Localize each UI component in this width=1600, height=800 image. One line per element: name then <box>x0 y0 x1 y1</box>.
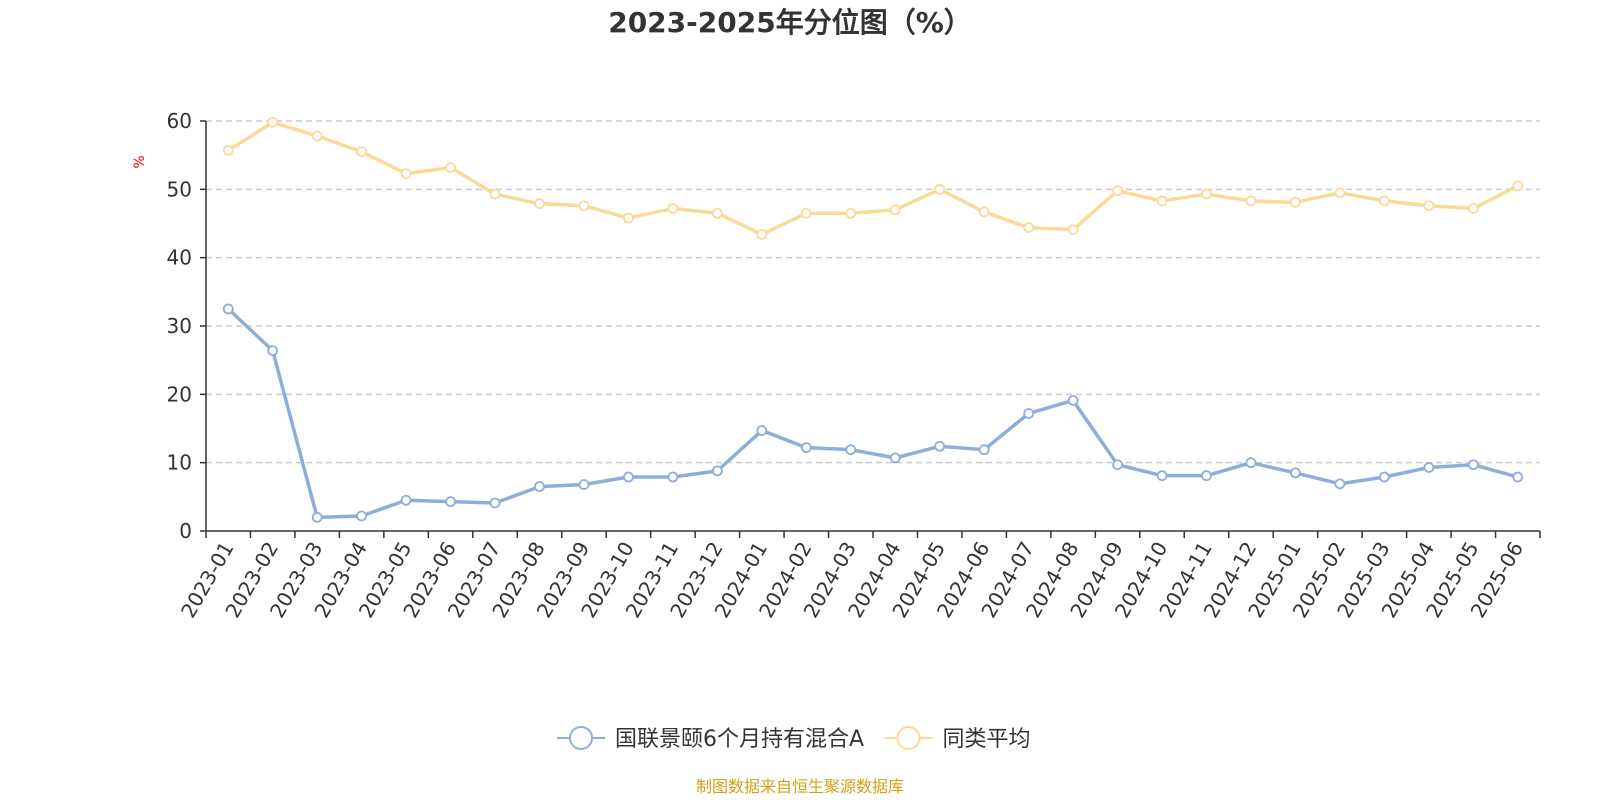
source-note: 制图数据来自恒生聚源数据库 <box>696 777 904 796</box>
data-point <box>845 207 857 219</box>
data-point <box>623 471 634 483</box>
data-point <box>667 203 679 214</box>
data-point <box>1290 196 1301 208</box>
data-point <box>534 198 545 210</box>
data-point <box>1112 459 1123 471</box>
data-point <box>1334 187 1346 199</box>
data-point <box>1067 224 1079 236</box>
data-point <box>578 200 590 212</box>
data-point <box>889 452 901 464</box>
data-point <box>1156 195 1168 207</box>
data-point <box>400 494 412 506</box>
data-point <box>1201 188 1212 200</box>
data-point <box>1112 185 1123 197</box>
data-point <box>711 207 723 219</box>
series-lines <box>222 116 1524 523</box>
data-point <box>934 440 946 452</box>
y-tick-label: 0 <box>179 519 192 543</box>
data-point <box>1290 467 1301 479</box>
data-point <box>356 510 368 522</box>
y-tick-label: 50 <box>167 177 192 201</box>
data-point <box>267 116 279 128</box>
data-point <box>445 496 456 508</box>
y-tick-label: 10 <box>167 451 192 475</box>
data-point <box>489 188 501 200</box>
series-line-0 <box>227 307 1519 520</box>
data-point <box>1378 471 1390 483</box>
data-point <box>1201 470 1212 482</box>
legend-item-0[interactable]: 国联景颐6个月持有混合A <box>557 726 864 752</box>
legend-label: 同类平均 <box>942 727 1030 752</box>
grid-lines <box>206 120 1540 464</box>
y-tick-label: 20 <box>167 382 192 406</box>
data-point <box>578 479 590 490</box>
data-point <box>311 511 323 523</box>
data-point <box>756 229 768 240</box>
data-point <box>978 206 990 218</box>
data-point <box>667 471 679 483</box>
data-point <box>311 130 323 142</box>
data-point <box>356 146 368 158</box>
data-point <box>267 345 279 357</box>
y-axis-label: % <box>132 155 148 168</box>
data-point <box>1467 459 1479 471</box>
data-point <box>1512 471 1524 483</box>
data-point <box>1423 200 1435 212</box>
chart-title: 2023-2025年分位图（%） <box>608 6 972 39</box>
axes: 01020304050602023-012023-022023-032023-0… <box>167 109 1541 622</box>
legend-item-1[interactable]: 同类平均 <box>884 726 1030 752</box>
data-point <box>711 465 723 477</box>
data-point <box>756 425 768 436</box>
data-point <box>1023 222 1035 234</box>
series-line-1 <box>227 120 1519 237</box>
data-point <box>222 144 234 156</box>
data-point <box>1156 470 1168 482</box>
data-point <box>1245 457 1257 469</box>
data-point <box>489 497 501 509</box>
legend-circle-icon <box>896 726 921 750</box>
data-point <box>1023 408 1035 419</box>
data-point <box>934 183 946 195</box>
data-point <box>534 481 545 492</box>
legend: 国联景颐6个月持有混合A 同类平均 <box>557 726 1030 752</box>
data-point <box>1245 195 1257 207</box>
data-point <box>445 162 456 173</box>
data-point <box>845 444 857 456</box>
data-point <box>222 303 234 315</box>
data-point <box>1378 195 1390 207</box>
y-tick-label: 40 <box>167 246 192 270</box>
data-point <box>800 442 812 454</box>
legend-circle-icon <box>569 726 594 750</box>
data-point <box>623 212 634 224</box>
data-point <box>1067 395 1079 406</box>
data-point <box>1512 180 1524 192</box>
data-point <box>1423 462 1435 473</box>
data-point <box>978 444 990 456</box>
y-tick-label: 30 <box>167 314 192 338</box>
data-point <box>889 204 901 216</box>
legend-label: 国联景颐6个月持有混合A <box>615 727 864 752</box>
data-point <box>1467 203 1479 214</box>
data-point <box>1334 478 1346 490</box>
y-tick-label: 60 <box>167 109 192 133</box>
data-point <box>800 207 812 219</box>
data-point <box>400 168 412 180</box>
